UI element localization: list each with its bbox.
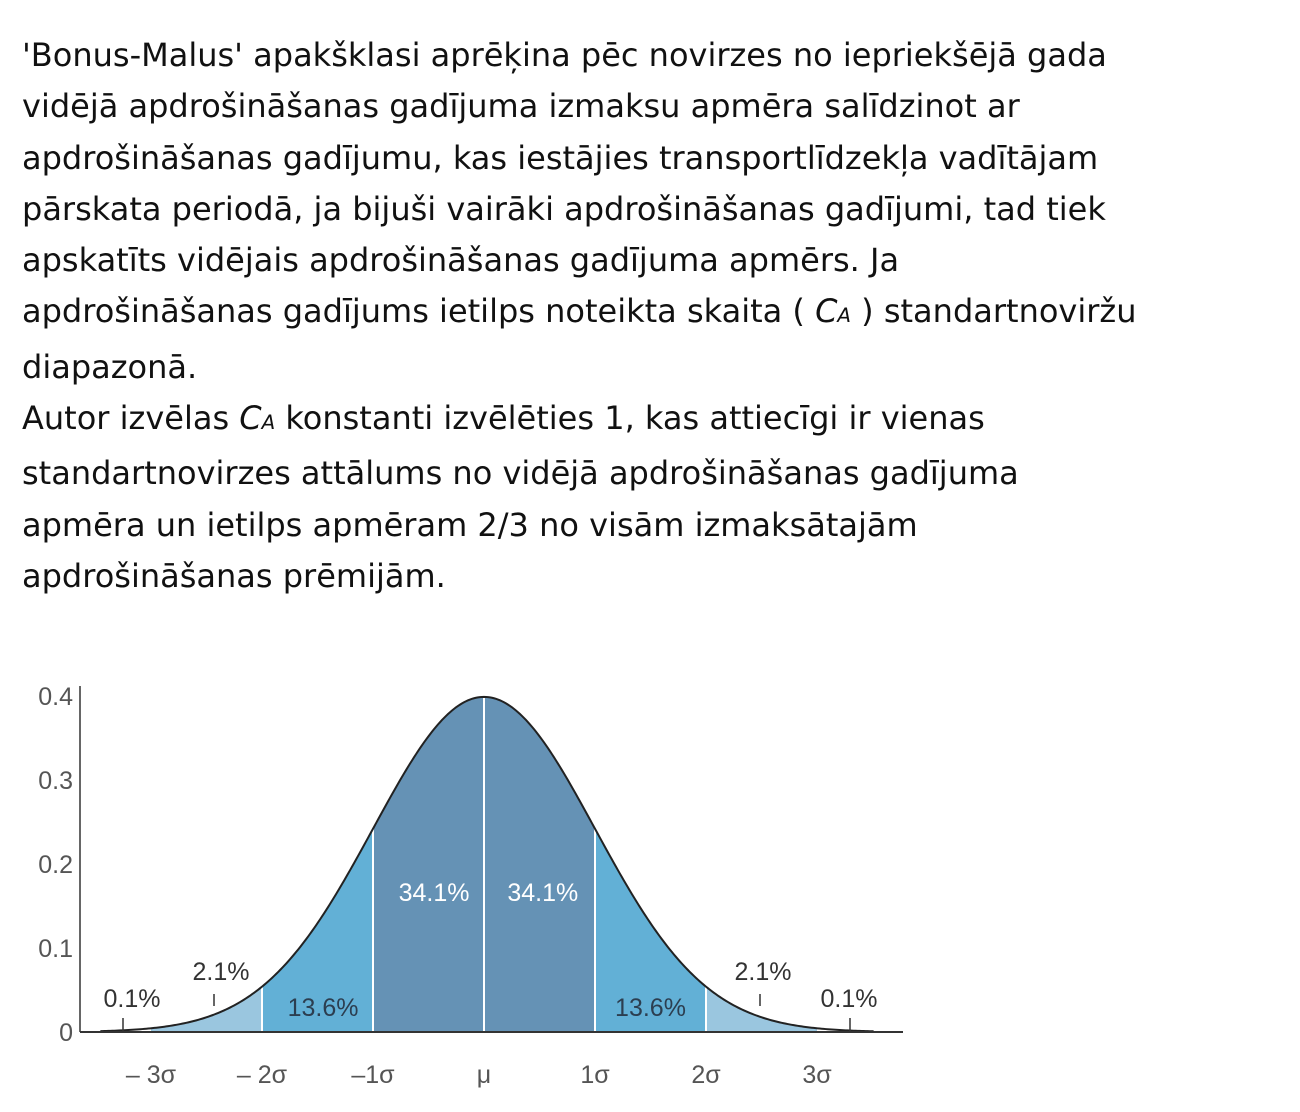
region-6: [706, 986, 817, 1032]
region-label: 34.1%: [507, 879, 578, 907]
region-label: 13.6%: [615, 994, 686, 1022]
y-tick-label: 0.1: [38, 935, 73, 963]
x-tick-label: 1σ: [580, 1061, 610, 1089]
y-tick-label: 0: [59, 1019, 73, 1047]
y-tick-label: 0.2: [38, 851, 73, 879]
ca-subscript: A: [837, 304, 851, 328]
text-line-3: apdrošināšanas gadījumu, kas iestājies t…: [22, 138, 1099, 177]
tail-label: 0.1%: [104, 985, 161, 1013]
region-label: 2.1%: [193, 958, 250, 986]
ca-subscript: A: [261, 411, 276, 435]
text-line-8: Autor izvēlas CA konstanti izvēlēties 1,…: [22, 393, 1282, 448]
text-line-10: apmēra un ietilps apmēram 2/3 no visām i…: [22, 505, 918, 544]
text-line-2: vidējā apdrošināšanas gadījuma izmaksu a…: [22, 87, 1020, 126]
text-line-4: pārskata periodā, ja bijuši vairāki apdr…: [22, 189, 1106, 228]
axes: 0 0.1 0.2 0.3 0.4 – 3σ – 2σ –1σ μ 1σ 2σ 3σ: [38, 683, 903, 1089]
x-tick-label: –1σ: [351, 1061, 395, 1089]
ca-symbol: CA: [239, 399, 275, 437]
ca-letter: C: [239, 399, 262, 438]
region-1: [151, 986, 262, 1032]
x-tick-label: – 2σ: [237, 1061, 288, 1089]
normal-distribution-chart: 0 0.1 0.2 0.3 0.4 – 3σ – 2σ –1σ μ 1σ 2σ 3σ 13.6% 34.…: [38, 683, 903, 1089]
text-line-7: diapazonā.: [22, 347, 198, 386]
text-line-8-start: Autor izvēlas: [22, 399, 240, 438]
y-tick-label: 0.3: [38, 767, 73, 795]
region-label: 2.1%: [735, 958, 792, 986]
x-tick-label: μ: [477, 1061, 491, 1089]
y-tick-label: 0.4: [38, 683, 73, 711]
x-tick-label: 2σ: [691, 1061, 721, 1089]
text-line-11: apdrošināšanas prēmijām.: [22, 556, 446, 595]
text-line-9: standartnovirzes attālums no vidējā apdr…: [22, 454, 1019, 493]
text-line-1: 'Bonus-Malus' apakšklasi aprēķina pēc no…: [22, 36, 1107, 74]
ca-letter: C: [815, 292, 838, 331]
region-4: [484, 696, 595, 1032]
region-label: 34.1%: [399, 879, 470, 907]
text-block: 'Bonus-Malus' apakšklasi aprēķina pēc no…: [22, 30, 1282, 602]
data-labels: 13.6% 34.1% 34.1% 13.6% 2.1% 2.1% 0.1% 0.1%: [104, 879, 878, 1032]
ca-symbol: CA: [815, 292, 851, 330]
region-3: [373, 696, 484, 1032]
text-line-6-before: apdrošināšanas gadījums ietilps noteikta…: [22, 292, 816, 331]
tail-label: 0.1%: [821, 985, 878, 1013]
curve-layer: [100, 695, 874, 1033]
x-tick-label: 3σ: [802, 1061, 832, 1089]
text-line-8-after: konstanti izvēlēties 1, kas attiecīgi ir…: [275, 399, 985, 438]
text-line-5: apskatīts vidējais apdrošināšanas gadīju…: [22, 241, 900, 280]
text-line-6: apdrošināšanas gadījums ietilps noteikta…: [22, 286, 1282, 341]
text-line-6-after: ) standartnoviržu: [851, 292, 1137, 331]
area-regions: [151, 696, 817, 1032]
x-tick-label: – 3σ: [126, 1061, 177, 1089]
region-label: 13.6%: [288, 994, 359, 1022]
density-curve: [100, 695, 874, 1033]
